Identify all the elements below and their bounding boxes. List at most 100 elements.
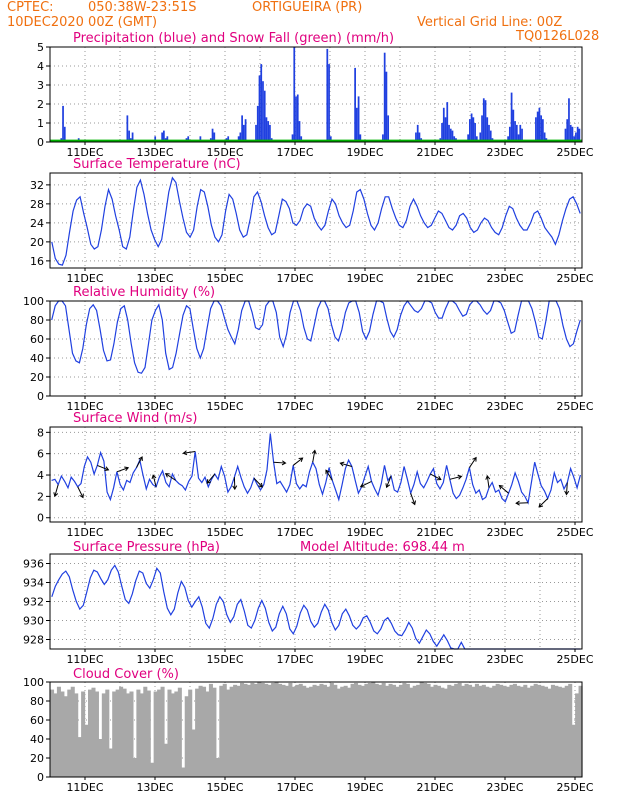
y-tick-label: 0 [37, 390, 44, 403]
cloud-bar [381, 682, 386, 777]
x-tick-label: 15DEC [206, 526, 243, 539]
wind-arrow [77, 486, 84, 498]
precip-bar [515, 124, 518, 142]
precip-bar [385, 71, 388, 142]
wind-arrow [486, 475, 490, 488]
precip-bar [535, 117, 537, 142]
precip-bar [267, 121, 270, 142]
wind-arrow [538, 498, 549, 508]
series-line [51, 299, 581, 374]
cloud-bar [226, 689, 231, 777]
y-tick-label: 24 [30, 217, 44, 230]
cloud-bar [502, 685, 507, 777]
cloud-bar [63, 696, 68, 777]
wind-arrow-head [457, 474, 463, 480]
precip-bar [542, 119, 544, 142]
cloud-bar [81, 691, 86, 777]
precip-bar [521, 128, 523, 142]
cloud-bar [329, 682, 334, 777]
cloud-bar [492, 685, 497, 777]
wind-arrow [312, 450, 316, 463]
cloud-bar [94, 691, 99, 777]
cloud-bar [271, 682, 276, 777]
x-tick-label: 11DEC [66, 526, 103, 539]
precip-bar [569, 124, 572, 142]
x-tick-label: 11DEC [66, 400, 103, 413]
cloud-bar [243, 683, 248, 777]
precip-bar [578, 128, 581, 142]
precip-bar [517, 134, 520, 142]
precip-bar [441, 123, 443, 142]
cloud-bar [488, 687, 493, 777]
precip-bar [355, 107, 358, 142]
x-tick-label: 23DEC [486, 400, 523, 413]
precip-bar [244, 119, 247, 142]
cloud-bar [554, 685, 559, 777]
cloud-bar [298, 683, 303, 777]
x-tick-label: 21DEC [416, 146, 453, 159]
x-tick-label: 15DEC [206, 146, 243, 159]
cloud-bar [423, 682, 428, 777]
wind-arrow-head [472, 456, 477, 462]
y-tick-label: 0 [37, 136, 44, 149]
panel-4: Surface Wind (m/s) 0 2 4 6 8 11DEC 13DEC 15DEC 17… [37, 411, 594, 539]
wind-arrow-head [298, 457, 304, 462]
wind-arrow [292, 457, 303, 466]
precip-bar [154, 136, 157, 142]
wind-arrow [165, 473, 176, 481]
cloud-bar [101, 693, 106, 777]
precip-bar [211, 128, 214, 142]
cloud-bar [139, 693, 144, 777]
cloud-bar [471, 686, 476, 777]
cloud-bar [357, 684, 362, 777]
x-tick-label: 17DEC [276, 653, 313, 666]
precip-bar [166, 136, 169, 142]
cloud-bar [440, 687, 445, 777]
precip-bar [298, 121, 301, 142]
wind-arrow [54, 484, 59, 497]
wind-arrow [410, 493, 416, 505]
cloud-bar [250, 682, 255, 777]
wind-arrow-head [182, 450, 188, 456]
run-time-label: 10DEC2020 00Z (GMT) [7, 15, 158, 30]
wind-arrow [499, 485, 509, 494]
precip-bar [507, 136, 509, 142]
x-tick-label: 19DEC [346, 272, 383, 285]
cloud-bar [184, 696, 189, 777]
x-tick-label: 11DEC [66, 272, 103, 285]
cloud-bar [236, 685, 241, 777]
y-tick-label: 80 [30, 695, 44, 708]
x-tick-label: 19DEC [346, 526, 383, 539]
panel-1: Precipitation (blue) and Snow Fall (gree… [37, 31, 594, 159]
y-tick-label: 3 [37, 79, 44, 92]
x-tick-label: 11DEC [66, 653, 103, 666]
cloud-bar [56, 686, 61, 777]
wind-arrow [183, 451, 196, 454]
cloud-bar [274, 682, 279, 777]
wind-arrow-head [311, 449, 317, 455]
precip-bar [328, 64, 330, 142]
wind-arrow [206, 473, 216, 484]
y-tick-label: 100 [23, 676, 44, 689]
cloud-bar [464, 683, 469, 777]
cloud-bar [326, 686, 331, 777]
cloud-bar [195, 688, 200, 777]
precip-bar [199, 136, 202, 142]
precip-bar [326, 48, 329, 142]
precip-bar [418, 132, 421, 142]
cloud-bar [578, 685, 583, 777]
cloud-bar [392, 684, 397, 777]
cloud-bar [164, 743, 169, 777]
x-tick-label: 19DEC [346, 400, 383, 413]
cloud-bar [378, 684, 383, 777]
y-tick-label: 5 [37, 41, 44, 54]
cloud-bar [430, 686, 435, 777]
cloud-bar [516, 685, 521, 777]
wind-arrow-head [515, 500, 520, 506]
panel-title: Precipitation (blue) and Snow Fall (gree… [73, 31, 394, 46]
x-tick-label: 15DEC [206, 781, 243, 794]
x-tick-label: 25DEC [556, 526, 593, 539]
cloud-bar [506, 686, 511, 777]
cloud-bar [253, 683, 258, 777]
wind-arrow [152, 475, 157, 487]
